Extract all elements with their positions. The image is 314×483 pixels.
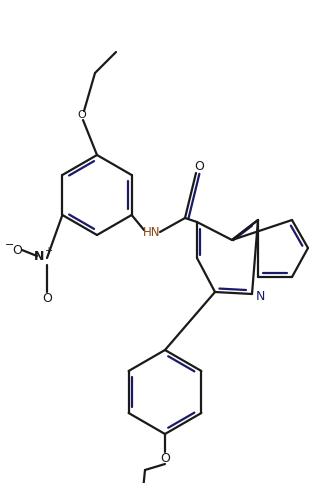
Text: O: O <box>194 159 204 172</box>
Text: O: O <box>78 110 86 120</box>
Text: N: N <box>255 289 265 302</box>
Text: N: N <box>34 250 44 262</box>
Text: O: O <box>42 293 52 306</box>
Text: O: O <box>160 452 170 465</box>
Text: +: + <box>44 246 52 256</box>
Text: HN: HN <box>143 226 161 239</box>
Text: −: − <box>5 240 15 250</box>
Text: O: O <box>12 243 22 256</box>
